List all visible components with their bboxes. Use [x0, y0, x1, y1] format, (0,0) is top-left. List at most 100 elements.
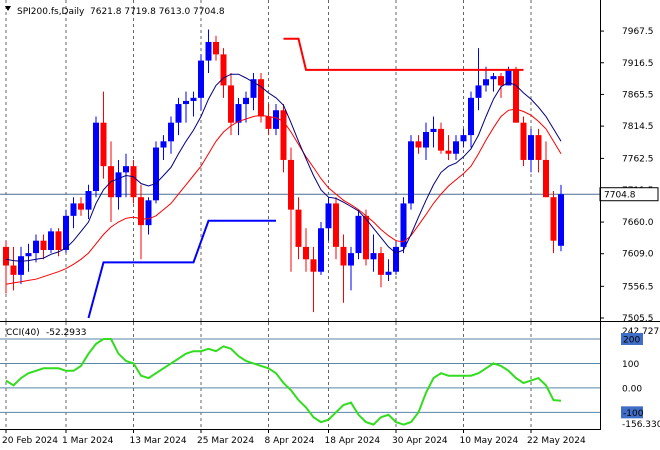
date-axis-ticks: 20 Feb 2024 1 Mar 2024 13 Mar 2024 25 Mar 2… [2, 429, 586, 446]
candle-body [370, 253, 377, 260]
candle-body [363, 215, 369, 260]
candle-body [70, 203, 77, 216]
y-tick-label: 7505.5 [622, 314, 654, 324]
cci-value: -52.2933 [46, 328, 86, 338]
x-tick-label: 20 Feb 2024 [2, 436, 58, 446]
candle-body [340, 246, 347, 266]
ma-slow-line [5, 108, 562, 285]
candle-body [100, 122, 107, 167]
cci-level-label: 0.00 [622, 384, 642, 394]
candle-body [528, 135, 534, 160]
candle-body [220, 54, 227, 86]
candle-body [85, 190, 92, 210]
candle-body [535, 135, 542, 160]
candle-body [235, 104, 242, 123]
candle-body [378, 253, 384, 275]
cci-level-tag [621, 333, 643, 345]
candle-body [498, 76, 504, 86]
candle-body [138, 197, 144, 226]
candle-body [393, 246, 399, 272]
candle-body [258, 79, 264, 117]
candle-body [520, 122, 527, 160]
ma-fast-line [5, 73, 562, 262]
candle-body [25, 253, 32, 257]
candle-body [400, 203, 407, 247]
cci-label: CCI(40) [6, 328, 40, 338]
candle-body [250, 79, 257, 98]
candle-body [280, 110, 287, 160]
candle-body [228, 85, 234, 123]
x-tick-label: 30 Apr 2024 [392, 436, 448, 446]
cci-level-labels: 200 100 0.00 -100 [621, 333, 644, 419]
candle-body [130, 166, 137, 198]
y-tick-label: 7762.5 [622, 154, 654, 164]
candle-body [558, 194, 564, 246]
candle-body [325, 203, 332, 229]
candle-body [430, 128, 437, 132]
cci-axis-bottom: -156.3309 [622, 420, 660, 430]
candle-body [505, 69, 512, 86]
cci-level-label: 100 [622, 360, 639, 370]
candle-body [213, 41, 219, 55]
candle-body [460, 135, 467, 142]
cci-line [5, 338, 562, 426]
candle-body [438, 128, 444, 151]
candle-body [243, 97, 249, 105]
y-tick-label: 7609.0 [622, 250, 654, 260]
candle-body [543, 159, 549, 198]
candle-body [18, 256, 24, 275]
candle-body [175, 104, 182, 123]
dropdown-triangle-icon[interactable] [5, 6, 11, 11]
candle-body [190, 97, 197, 101]
candle-body [205, 41, 212, 61]
x-tick-label: 8 Apr 2024 [265, 436, 315, 446]
y-tick-label: 7865.5 [622, 90, 654, 100]
candle-body [513, 69, 519, 123]
ohlc-values: 7621.8 7719.8 7613.0 7704.8 [90, 7, 225, 17]
cci-panel[interactable]: CCI(40) -52.2933 242.7276 -156.3309 200 1… [0, 322, 660, 430]
cci-level-lines [0, 338, 600, 413]
x-tick-label: 13 Mar 2024 [130, 436, 187, 446]
candle-body [10, 265, 17, 275]
candle-body [55, 231, 62, 250]
candle-body [348, 253, 354, 266]
candle-body [423, 131, 429, 148]
candle-body [453, 141, 459, 154]
y-tick-label: 7967.5 [622, 27, 654, 37]
x-tick-label: 25 Mar 2024 [197, 436, 254, 446]
y-tick-label: 7814.5 [622, 122, 654, 132]
candle-body [78, 203, 84, 210]
candle-body [48, 231, 54, 250]
y-tick-label: 7556.5 [622, 282, 654, 292]
candle-body [198, 60, 204, 98]
candle-body [408, 141, 414, 204]
x-tick-label: 22 May 2024 [527, 436, 586, 446]
candle-body [483, 79, 489, 86]
last-price-tag: 7704.8 [599, 187, 659, 202]
candle-body [33, 240, 39, 254]
cci-level-tag [621, 406, 643, 419]
x-tick-label: 10 May 2024 [460, 436, 519, 446]
candles [3, 29, 564, 313]
y-tick-label: 7916.5 [622, 59, 654, 69]
y-tick-label: 7660.0 [622, 218, 654, 228]
last-price-label: 7704.8 [604, 191, 636, 201]
candle-body [445, 150, 452, 154]
candle-body [40, 240, 47, 250]
cci-level-label: 200 [623, 336, 640, 346]
x-tick-label: 18 Apr 2024 [325, 436, 381, 446]
candle-body [468, 97, 474, 136]
candle-body [63, 215, 69, 250]
chart-header: SPI200.fs,Daily 7621.8 7719.8 7613.0 770… [5, 6, 225, 17]
cci-level-label: -100 [623, 409, 644, 419]
candle-body [415, 141, 422, 148]
candle-body [93, 122, 99, 191]
candle-body [355, 215, 362, 254]
stop-line-down [283, 37, 524, 71]
candle-body [295, 209, 302, 247]
candle-body [115, 172, 122, 198]
stop-line-up [87, 219, 276, 319]
cci-axis-top: 242.7276 [622, 327, 660, 337]
candle-body [273, 110, 279, 129]
